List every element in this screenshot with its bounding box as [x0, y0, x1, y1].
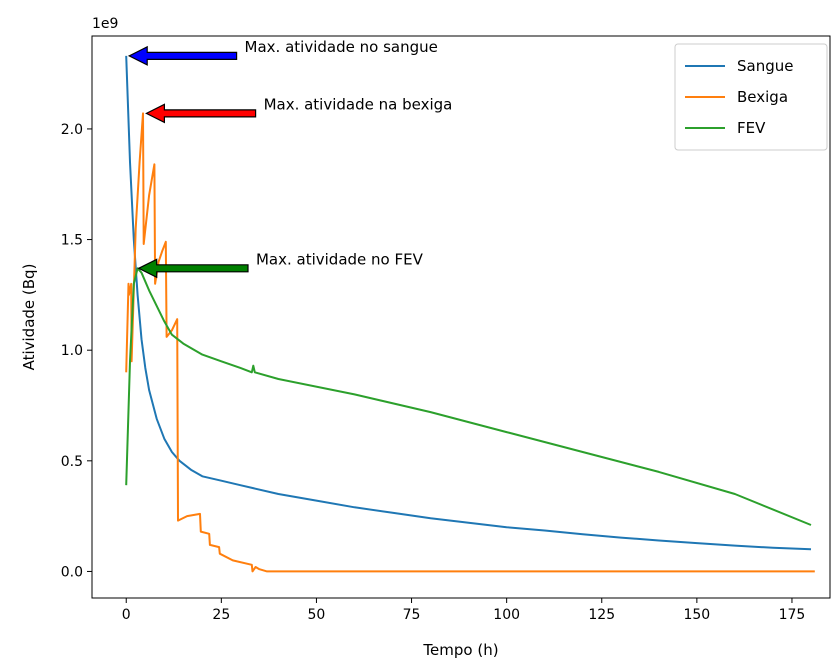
- x-tick-label: 125: [588, 607, 615, 623]
- y-axis-label: Atividade (Bq): [20, 264, 38, 371]
- legend-box: [674, 43, 828, 151]
- x-axis-label: Tempo (h): [422, 641, 498, 659]
- annotation-text: Max. atividade na bexiga: [264, 95, 453, 113]
- y-tick-label: 0.5: [61, 454, 83, 470]
- y-tick-label: 0.0: [61, 564, 83, 580]
- x-tick-label: 150: [683, 607, 710, 623]
- y-tick-label: 2.0: [61, 122, 83, 138]
- y-tick-label: 1.0: [61, 343, 83, 359]
- series-line-fev: [125, 267, 812, 526]
- annotation-arrow: [127, 45, 238, 66]
- annotation-arrow: [145, 103, 257, 124]
- x-tick-label: 25: [212, 607, 230, 623]
- y-tick-label: 1.5: [61, 233, 83, 249]
- legend: Sangue Bexiga FEV: [674, 43, 828, 151]
- x-tick-label: 100: [493, 607, 520, 623]
- series-line-bexiga: [125, 112, 815, 573]
- x-tick-label: 50: [308, 607, 326, 623]
- series-lines: [125, 55, 815, 573]
- series-line-sangue: [125, 55, 812, 551]
- axis-ticks: 0 25 50 75 100 125 150 175 0.0 0.5 1.0 1.5 2.0: [61, 122, 806, 623]
- x-tick-label: 0: [122, 607, 131, 623]
- annotation-text: Max. atividade no FEV: [256, 250, 424, 268]
- legend-label-sangue: Sangue: [737, 57, 793, 75]
- x-tick-label: 175: [779, 607, 806, 623]
- annotations: Max. atividade no sangue Max. atividade n…: [127, 38, 453, 279]
- annotation-arrow: [137, 258, 249, 279]
- legend-label-fev: FEV: [737, 119, 766, 137]
- annotation-text: Max. atividade no sangue: [245, 38, 438, 56]
- plot-frame: [91, 35, 831, 599]
- x-tick-label: 75: [403, 607, 421, 623]
- y-offset-text: 1e9: [92, 16, 118, 32]
- legend-label-bexiga: Bexiga: [737, 88, 788, 106]
